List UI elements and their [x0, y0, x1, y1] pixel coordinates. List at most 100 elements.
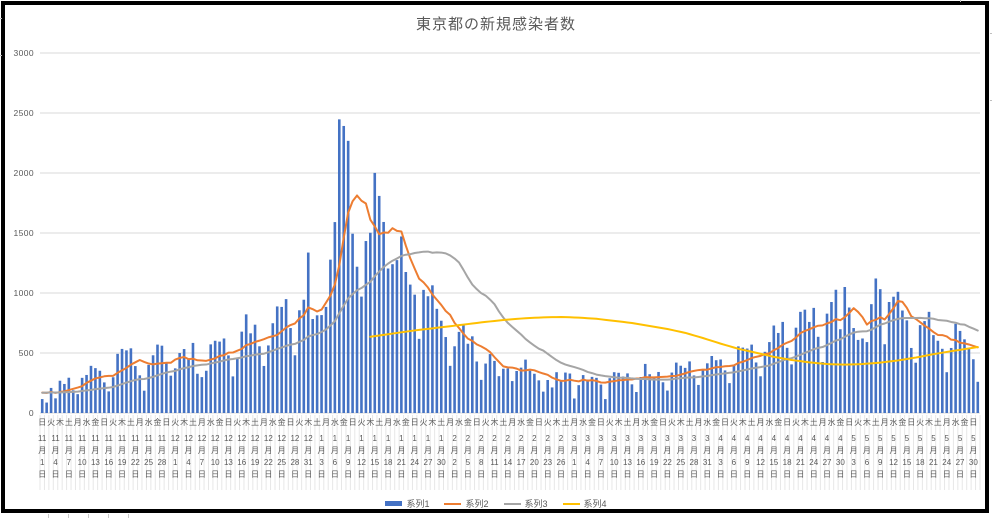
- bar[interactable]: [262, 365, 266, 413]
- bar[interactable]: [49, 387, 53, 413]
- bar[interactable]: [320, 315, 323, 413]
- bar[interactable]: [94, 368, 97, 413]
- bar[interactable]: [839, 329, 842, 413]
- bar[interactable]: [714, 360, 718, 413]
- bar[interactable]: [107, 391, 111, 413]
- bar[interactable]: [870, 304, 873, 413]
- bar[interactable]: [568, 373, 572, 413]
- bar[interactable]: [448, 365, 452, 413]
- bar[interactable]: [776, 332, 780, 413]
- bar[interactable]: [963, 339, 966, 413]
- bar[interactable]: [905, 320, 909, 413]
- bar[interactable]: [528, 370, 532, 413]
- bar[interactable]: [63, 383, 66, 413]
- bar[interactable]: [683, 367, 687, 413]
- bar[interactable]: [395, 260, 399, 413]
- bar[interactable]: [71, 390, 75, 413]
- bar[interactable]: [599, 384, 603, 413]
- bar[interactable]: [306, 252, 310, 413]
- bar[interactable]: [178, 353, 181, 413]
- bar[interactable]: [679, 365, 683, 413]
- bar[interactable]: [652, 376, 656, 413]
- bar[interactable]: [102, 382, 106, 413]
- bar[interactable]: [386, 268, 390, 413]
- bar[interactable]: [67, 377, 71, 413]
- chart-title[interactable]: 東京都の新規感染者数: [415, 16, 576, 33]
- bar[interactable]: [750, 344, 753, 413]
- bar[interactable]: [222, 338, 226, 413]
- bar[interactable]: [497, 376, 501, 413]
- bar[interactable]: [741, 347, 745, 413]
- bar[interactable]: [643, 363, 647, 413]
- bar[interactable]: [856, 339, 860, 413]
- bar[interactable]: [382, 221, 385, 413]
- bar[interactable]: [901, 310, 904, 413]
- bar[interactable]: [626, 373, 629, 413]
- bar[interactable]: [324, 306, 328, 413]
- legend-item-series4[interactable]: 系列4: [562, 497, 607, 510]
- bar[interactable]: [843, 287, 847, 413]
- legend-item-series1[interactable]: 系列1: [385, 497, 429, 510]
- bar[interactable]: [218, 341, 221, 413]
- bar[interactable]: [657, 371, 660, 413]
- bar[interactable]: [852, 328, 855, 413]
- bar[interactable]: [923, 321, 926, 413]
- bar[interactable]: [612, 372, 616, 413]
- bar[interactable]: [160, 345, 164, 413]
- bar[interactable]: [830, 302, 833, 413]
- bar[interactable]: [329, 259, 332, 413]
- bar[interactable]: [949, 347, 953, 413]
- bar[interactable]: [169, 375, 173, 413]
- bar[interactable]: [493, 360, 496, 413]
- bar[interactable]: [666, 390, 669, 413]
- bar[interactable]: [697, 384, 700, 413]
- bar[interactable]: [134, 366, 137, 413]
- bar[interactable]: [865, 342, 869, 413]
- bar[interactable]: [816, 336, 820, 413]
- bar[interactable]: [701, 369, 705, 413]
- bar[interactable]: [936, 340, 940, 413]
- bar[interactable]: [785, 347, 789, 413]
- bar[interactable]: [58, 380, 62, 413]
- bar[interactable]: [351, 233, 354, 413]
- bar[interactable]: [240, 331, 244, 413]
- bar[interactable]: [360, 296, 363, 413]
- bar[interactable]: [834, 289, 838, 413]
- bar[interactable]: [40, 399, 44, 413]
- bar[interactable]: [932, 335, 935, 413]
- bar[interactable]: [909, 347, 913, 413]
- bar[interactable]: [515, 371, 518, 413]
- bar[interactable]: [271, 323, 275, 413]
- bar[interactable]: [533, 373, 536, 413]
- bar[interactable]: [918, 325, 922, 413]
- bar[interactable]: [293, 355, 297, 413]
- bar[interactable]: [196, 373, 199, 413]
- bar[interactable]: [674, 362, 678, 413]
- bar[interactable]: [710, 356, 714, 413]
- bar[interactable]: [173, 368, 177, 413]
- bar[interactable]: [182, 349, 186, 413]
- bar[interactable]: [972, 359, 975, 413]
- bar[interactable]: [617, 372, 620, 413]
- bar[interactable]: [364, 241, 368, 413]
- bar[interactable]: [377, 195, 381, 413]
- bar[interactable]: [80, 377, 84, 413]
- bar[interactable]: [369, 232, 372, 413]
- bar[interactable]: [147, 364, 150, 413]
- bar[interactable]: [559, 380, 563, 413]
- bar[interactable]: [608, 378, 612, 413]
- bar[interactable]: [506, 368, 510, 413]
- bar[interactable]: [249, 333, 252, 413]
- bar[interactable]: [541, 391, 545, 413]
- bar[interactable]: [400, 236, 403, 413]
- series3-line[interactable]: [41, 250, 979, 394]
- bar[interactable]: [861, 338, 864, 413]
- bar[interactable]: [954, 323, 957, 413]
- bar[interactable]: [550, 387, 554, 413]
- bar[interactable]: [479, 379, 483, 413]
- bar[interactable]: [586, 379, 589, 413]
- bar[interactable]: [976, 381, 980, 413]
- bar[interactable]: [812, 307, 816, 413]
- bar[interactable]: [120, 348, 124, 413]
